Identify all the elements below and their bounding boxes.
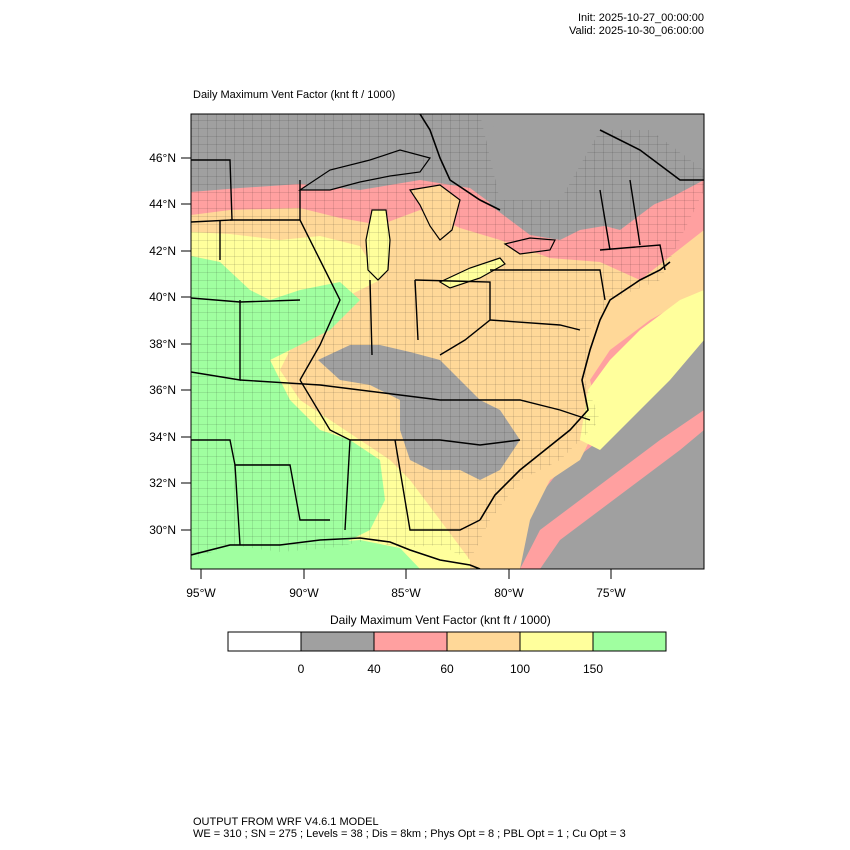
lat-label: 32°N: [149, 476, 176, 490]
legend-bin-0: [227, 631, 302, 652]
legend-bin-4: [519, 631, 594, 652]
lat-label: 42°N: [149, 244, 176, 258]
zone-gray-atlantic: [540, 430, 704, 569]
lat-label: 44°N: [149, 197, 176, 211]
lon-label: 85°W: [391, 586, 421, 600]
footer-config: WE = 310 ; SN = 275 ; Levels = 38 ; Dis …: [193, 828, 626, 840]
map-frame: [190, 113, 705, 570]
legend-bin-1: [300, 631, 375, 652]
legend-bin-2: [373, 631, 448, 652]
lat-label: 30°N: [149, 523, 176, 537]
legend-bin-5: [592, 631, 667, 652]
valid-time: Valid: 2025-10-30_06:00:00: [569, 25, 704, 37]
footer-model: OUTPUT FROM WRF V4.6.1 MODEL: [193, 816, 379, 828]
legend-label: 0: [297, 662, 305, 676]
lat-label: 38°N: [149, 337, 176, 351]
lon-label: 90°W: [289, 586, 319, 600]
lat-label: 40°N: [149, 290, 176, 304]
lat-label: 34°N: [149, 430, 176, 444]
legend-label: 60: [440, 662, 454, 676]
county-lines: [191, 114, 704, 560]
legend-bar: [227, 631, 667, 652]
legend-label: 100: [509, 662, 531, 676]
legend-label: 40: [367, 662, 381, 676]
legend-label: 150: [582, 662, 604, 676]
lon-label: 80°W: [494, 586, 524, 600]
lat-label: 46°N: [149, 151, 176, 165]
lon-label: 95°W: [186, 586, 216, 600]
legend-bin-3: [446, 631, 521, 652]
zone-yellow-coastal: [580, 290, 704, 450]
legend-title: Daily Maximum Vent Factor (knt ft / 1000…: [330, 613, 551, 627]
init-time: Init: 2025-10-27_00:00:00: [578, 12, 704, 24]
zone-pink-atlantic: [520, 410, 704, 569]
coastlines: [191, 114, 704, 569]
lon-label: 75°W: [596, 586, 626, 600]
lat-label: 36°N: [149, 383, 176, 397]
map-title: Daily Maximum Vent Factor (knt ft / 1000…: [193, 89, 396, 101]
axis-ticks: [181, 157, 612, 579]
state-boundaries: [191, 159, 666, 546]
